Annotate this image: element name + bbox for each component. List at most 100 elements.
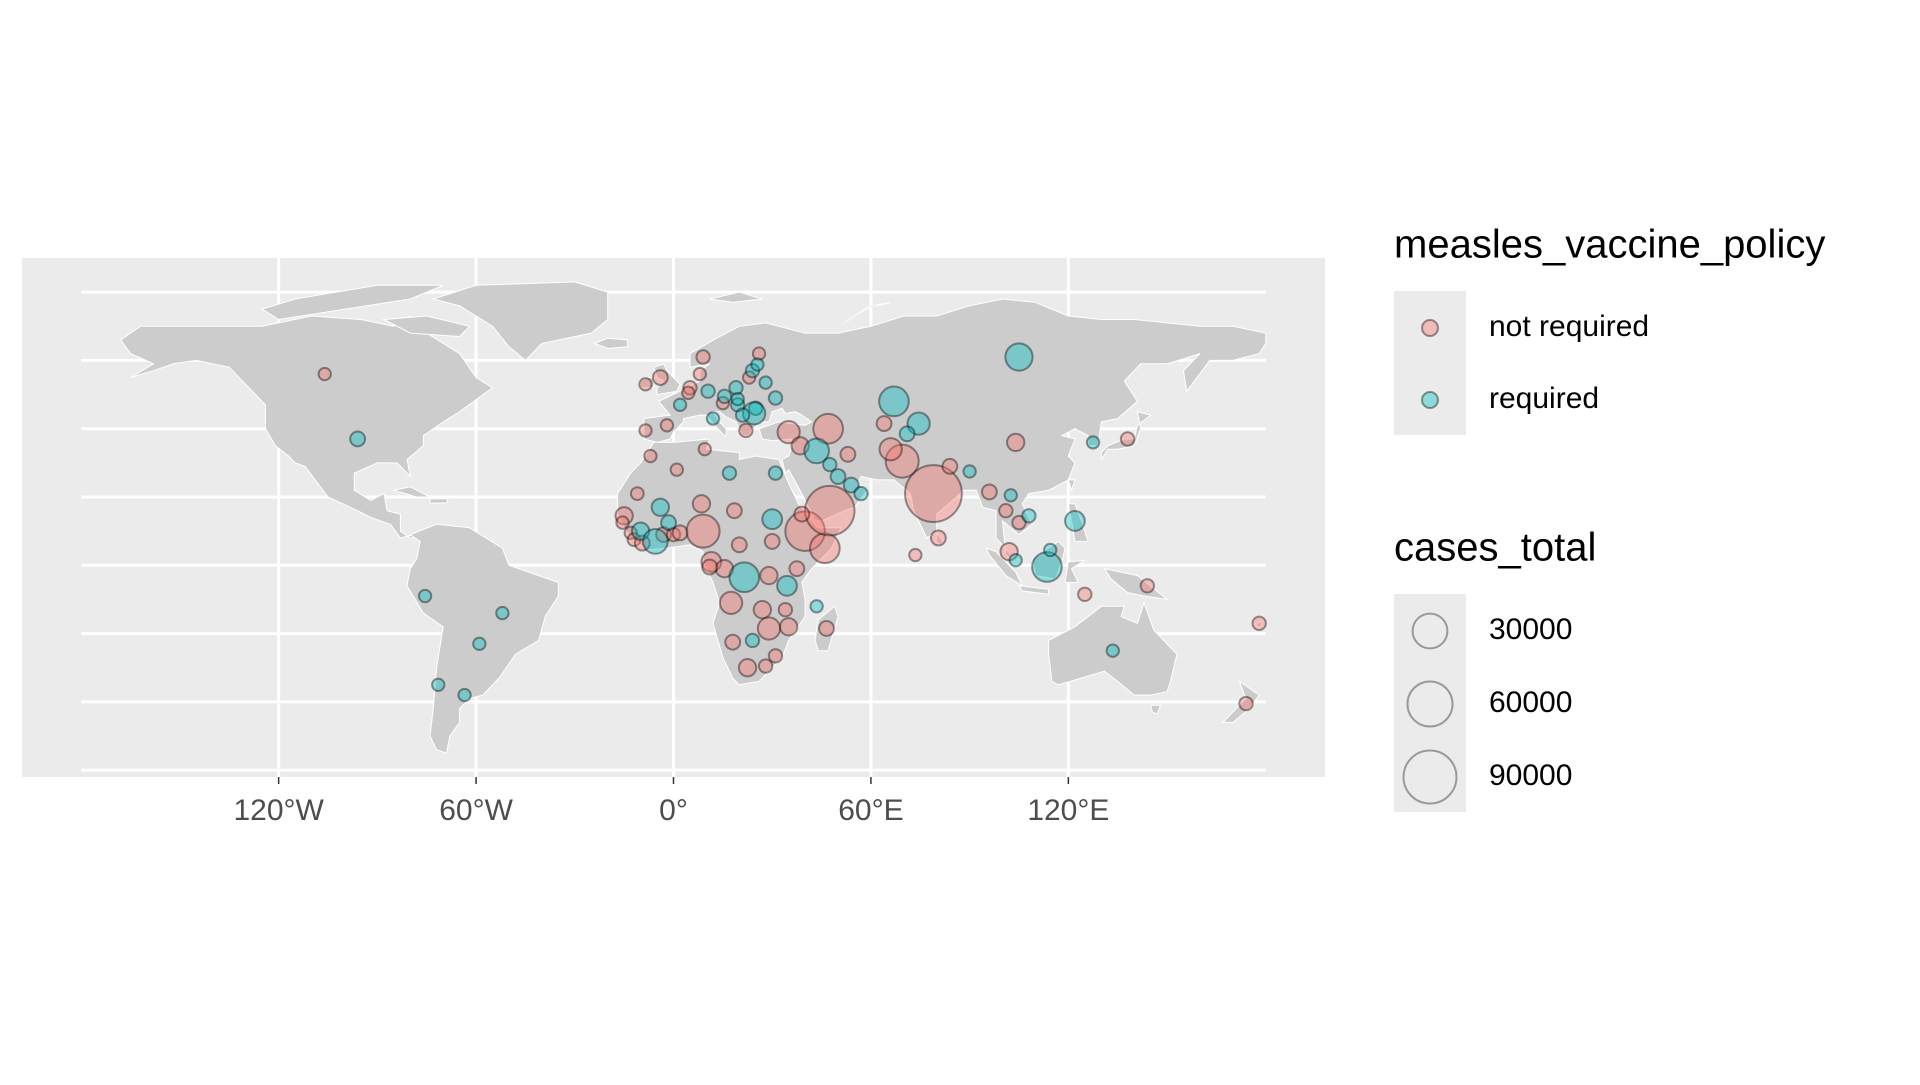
- bubble: [724, 633, 742, 651]
- bubble: [904, 464, 963, 524]
- bubble: [1119, 431, 1136, 447]
- bubble: [756, 616, 782, 641]
- bubble: [999, 541, 1019, 562]
- land-shape: [844, 301, 891, 324]
- bubble: [744, 632, 761, 649]
- bubble: [638, 377, 653, 392]
- bubble: [839, 445, 857, 463]
- bubble: [660, 514, 678, 532]
- bubble: [809, 599, 824, 614]
- land-shape: [1100, 411, 1152, 462]
- legend-key: [1421, 319, 1439, 337]
- bubble: [1139, 578, 1156, 594]
- legend-size-key: [1402, 749, 1458, 805]
- bubble: [804, 484, 856, 537]
- bubble: [725, 502, 743, 520]
- bubble: [875, 415, 893, 433]
- land-shape: [406, 523, 559, 754]
- legend-key-background: [1394, 594, 1466, 812]
- x-tick-label: 120°E: [1027, 794, 1109, 827]
- bubble: [1006, 432, 1026, 453]
- bubble: [737, 658, 758, 678]
- bubble: [495, 605, 510, 621]
- bubble: [630, 521, 651, 541]
- bubble: [829, 468, 847, 485]
- x-tick-label: 0°: [659, 794, 688, 827]
- bubble: [793, 505, 811, 523]
- land-shape: [935, 531, 944, 546]
- bubble: [671, 524, 689, 542]
- legend-title: cases_total: [1394, 526, 1596, 570]
- land-shape: [1149, 704, 1162, 715]
- bubble: [729, 397, 746, 413]
- land-shape: [1018, 585, 1050, 595]
- bubble: [1031, 551, 1063, 583]
- bubble: [758, 375, 773, 390]
- land-shape: [643, 298, 1267, 561]
- bubble: [853, 485, 869, 502]
- bubble: [842, 476, 860, 494]
- land-shape: [593, 337, 628, 350]
- bubble: [1003, 488, 1018, 503]
- bubble: [929, 529, 947, 547]
- bubble: [669, 462, 684, 477]
- land-shape: [1103, 567, 1169, 601]
- bubble: [752, 600, 773, 620]
- bubble: [431, 677, 446, 693]
- bubble: [1251, 615, 1267, 632]
- bubble: [803, 437, 831, 465]
- legend-size-key: [1411, 612, 1449, 650]
- bubble: [767, 648, 784, 664]
- bubble: [763, 532, 781, 550]
- bubble: [457, 687, 472, 703]
- bubble: [776, 420, 801, 445]
- land-shape: [1067, 479, 1076, 492]
- bubble: [759, 565, 779, 586]
- x-tick-label: 60°W: [439, 794, 513, 827]
- bubble: [681, 385, 696, 401]
- bubble: [643, 448, 658, 464]
- land-shape: [640, 377, 655, 389]
- bubble: [744, 362, 761, 379]
- bubble: [1085, 435, 1101, 450]
- bubble: [750, 357, 765, 372]
- bubble: [655, 526, 673, 544]
- bubble: [629, 486, 645, 501]
- bubble: [1064, 510, 1086, 532]
- bubble: [691, 494, 712, 514]
- bubble: [1105, 643, 1120, 658]
- legend-label: not required: [1489, 310, 1649, 343]
- land-shape: [382, 315, 471, 338]
- bubble: [317, 366, 332, 382]
- legend-label: 60000: [1489, 686, 1572, 719]
- bubble: [751, 346, 767, 361]
- legend-label: 90000: [1489, 759, 1572, 792]
- bubble: [682, 380, 698, 396]
- bubble: [908, 547, 923, 563]
- bubble: [730, 536, 748, 554]
- bubble: [472, 636, 487, 652]
- bubble: [697, 442, 712, 457]
- bubble: [822, 456, 838, 473]
- bubble: [980, 483, 998, 501]
- legend-key: [1421, 391, 1439, 409]
- bubble: [659, 418, 675, 433]
- legend-label: 30000: [1489, 613, 1572, 646]
- bubble: [692, 366, 708, 382]
- land-shape: [1255, 620, 1264, 628]
- bubble: [741, 401, 767, 426]
- land-shape: [1221, 680, 1260, 723]
- bubble: [700, 550, 723, 573]
- land-shape: [393, 486, 431, 498]
- bubble: [614, 506, 634, 526]
- bubble: [884, 443, 920, 479]
- bubble: [748, 400, 764, 416]
- land-shape: [709, 291, 763, 303]
- bubble: [626, 532, 642, 548]
- legend: measles_vaccine_policy cases_total not r…: [1394, 223, 1825, 812]
- land-shape: [814, 605, 839, 652]
- bubble: [812, 412, 844, 445]
- bubble: [623, 525, 638, 541]
- land-shape: [653, 363, 681, 396]
